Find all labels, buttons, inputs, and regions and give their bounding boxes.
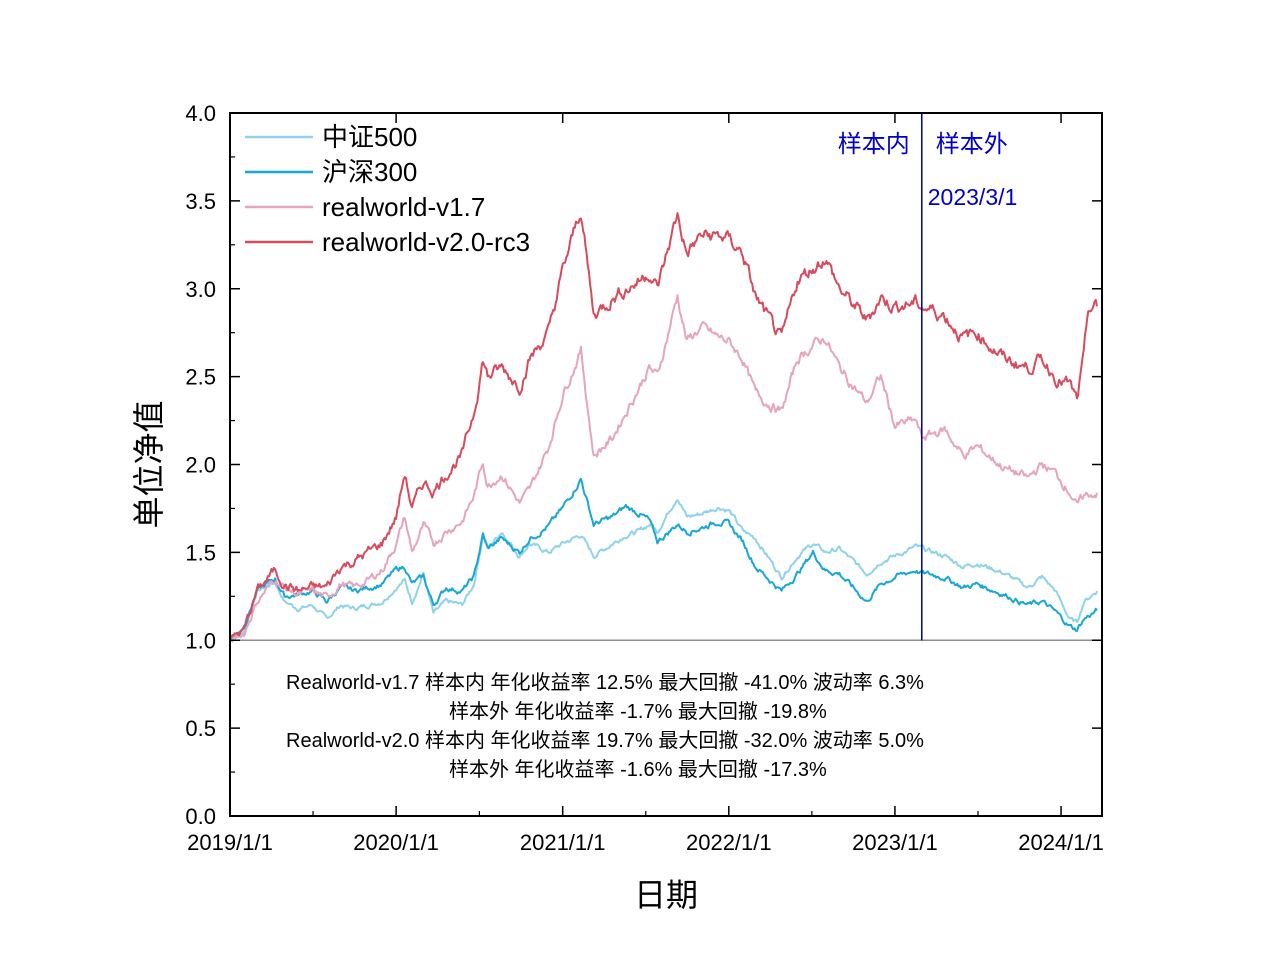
legend-label: realworld-v1.7: [322, 192, 485, 222]
x-axis-title: 日期: [634, 876, 698, 914]
out-of-sample-label: 样本外: [936, 130, 1008, 158]
y-tick-label: 3.5: [185, 189, 216, 214]
y-tick-label: 2.5: [185, 365, 216, 390]
legend-label: 沪深300: [322, 157, 417, 187]
stats-line: 样本外 年化收益率 -1.6% 最大回撤 -17.3%: [449, 758, 827, 781]
legend: 中证500 沪深300 realworld-v1.7 realworld-v2.0-r…: [245, 122, 530, 257]
y-tick-label: 4.0: [185, 101, 216, 126]
y-tick-label: 0.0: [185, 804, 216, 829]
x-tick-label: 2020/1/1: [353, 830, 439, 855]
stats-line: 样本外 年化收益率 -1.7% 最大回撤 -19.8%: [449, 700, 827, 723]
stats-line: Realworld-v2.0 样本内 年化收益率 19.7% 最大回撤 -32.…: [286, 729, 924, 752]
y-axis: 0.0 0.5 1.0 1.5 2.0 2.5 3.0 3.5 4.0: [185, 101, 1102, 829]
stats-box: Realworld-v1.7 样本内 年化收益率 12.5% 最大回撤 -41.…: [286, 671, 924, 781]
y-tick-label: 0.5: [185, 716, 216, 741]
y-tick-label: 2.0: [185, 453, 216, 478]
x-tick-label: 2024/1/1: [1018, 830, 1104, 855]
series-line-2: [229, 294, 1098, 643]
series-line-3: [229, 212, 1098, 641]
series-line-1: [229, 477, 1098, 641]
legend-label: 中证500: [322, 122, 417, 152]
y-tick-label: 3.0: [185, 277, 216, 302]
series-layer: [229, 212, 1098, 643]
legend-label: realworld-v2.0-rc3: [322, 227, 530, 257]
series-line-0: [229, 499, 1098, 642]
y-tick-label: 1.0: [185, 628, 216, 653]
y-axis-title: 单位净值: [130, 400, 168, 528]
x-tick-label: 2022/1/1: [686, 830, 772, 855]
x-tick-label: 2021/1/1: [520, 830, 606, 855]
y-tick-label: 1.5: [185, 540, 216, 565]
stats-line: Realworld-v1.7 样本内 年化收益率 12.5% 最大回撤 -41.…: [286, 671, 924, 694]
in-sample-label: 样本内: [838, 130, 910, 158]
x-tick-label: 2023/1/1: [852, 830, 938, 855]
x-axis: 2019/1/1 2020/1/1 2021/1/1 2022/1/1 2023/1/1…: [187, 113, 1104, 855]
x-tick-label: 2019/1/1: [187, 830, 273, 855]
split-date-label: 2023/3/1: [928, 184, 1018, 210]
